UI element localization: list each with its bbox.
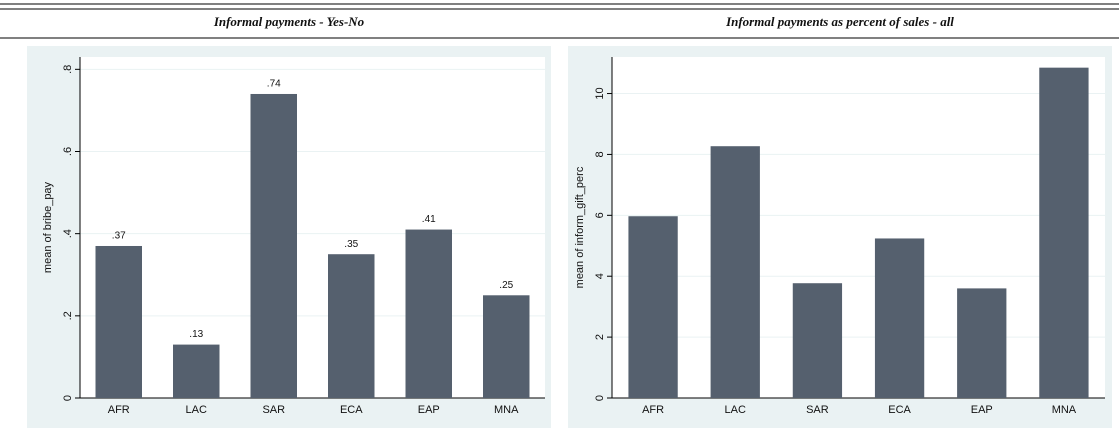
x-tick-label: LAC bbox=[725, 404, 746, 416]
bar bbox=[792, 283, 843, 398]
value-label: .74 bbox=[267, 79, 281, 90]
y-tick-label: .6 bbox=[62, 147, 74, 156]
bar bbox=[710, 146, 760, 398]
y-tick-label: 8 bbox=[594, 151, 606, 157]
value-label: .35 bbox=[344, 239, 358, 250]
bar bbox=[957, 288, 1007, 398]
value-label: .41 bbox=[422, 214, 436, 225]
y-axis-label: mean of inform_gift_perc bbox=[574, 166, 586, 288]
panel-title: Informal payments as percent of sales - … bbox=[725, 14, 954, 29]
y-tick-label: 0 bbox=[594, 395, 606, 401]
y-tick-label: 6 bbox=[594, 212, 606, 218]
x-tick-label: SAR bbox=[262, 404, 285, 416]
x-tick-label: AFR bbox=[108, 404, 130, 416]
panel-title: Informal payments - Yes-No bbox=[213, 14, 365, 29]
y-axis-label: mean of bribe_pay bbox=[42, 181, 54, 273]
bar bbox=[328, 254, 375, 398]
value-label: .37 bbox=[112, 231, 126, 242]
bar bbox=[628, 216, 678, 398]
bar bbox=[173, 344, 220, 398]
plot-area bbox=[612, 57, 1105, 398]
y-tick-label: 0 bbox=[62, 395, 74, 401]
x-tick-label: LAC bbox=[186, 404, 207, 416]
bar bbox=[483, 295, 530, 398]
value-label: .13 bbox=[189, 329, 203, 340]
x-tick-label: EAP bbox=[418, 404, 440, 416]
bar bbox=[95, 245, 142, 398]
x-tick-label: MNA bbox=[494, 404, 519, 416]
plot-area bbox=[80, 57, 545, 398]
x-tick-label: EAP bbox=[971, 404, 993, 416]
bar bbox=[874, 238, 925, 398]
bar bbox=[250, 93, 297, 399]
y-tick-label: 4 bbox=[594, 273, 606, 279]
value-label: .25 bbox=[499, 280, 513, 291]
bar bbox=[1039, 67, 1089, 398]
x-tick-label: MNA bbox=[1052, 404, 1077, 416]
x-tick-label: SAR bbox=[806, 404, 829, 416]
y-tick-label: 10 bbox=[594, 87, 606, 99]
y-tick-label: .8 bbox=[62, 65, 74, 74]
x-tick-label: AFR bbox=[642, 404, 664, 416]
bar bbox=[405, 229, 452, 398]
x-tick-label: ECA bbox=[888, 404, 911, 416]
y-tick-label: .4 bbox=[62, 229, 74, 238]
y-tick-label: .2 bbox=[62, 311, 74, 320]
x-tick-label: ECA bbox=[340, 404, 363, 416]
y-tick-label: 2 bbox=[594, 334, 606, 340]
